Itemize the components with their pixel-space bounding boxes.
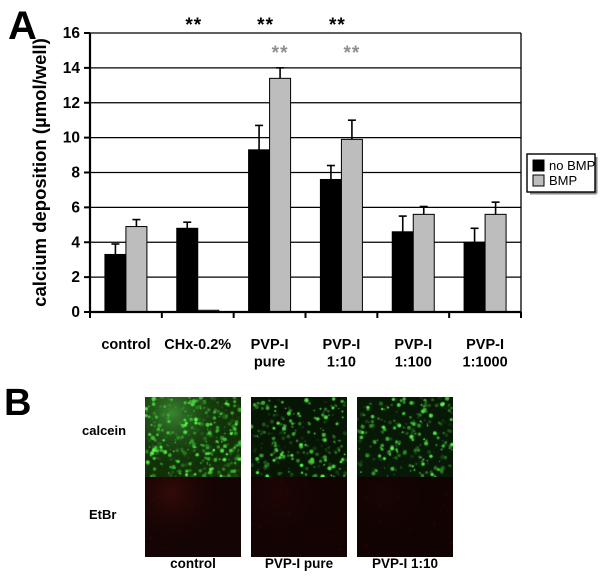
micrograph-label-pvpi-pure: PVP-I pure [264,556,334,571]
svg-text:**: ** [272,43,289,64]
micrograph-label-control: control [170,556,216,571]
micrograph-etbr-pvpi-110 [357,477,453,557]
micrograph-calcein-pvpi-pure [251,397,347,477]
svg-text:no BMP: no BMP [549,158,595,173]
svg-text:12: 12 [63,95,80,112]
svg-text:14: 14 [63,60,81,77]
svg-text:calcium deposition (µmol/well): calcium deposition (µmol/well) [29,38,50,307]
svg-text:6: 6 [71,199,80,216]
svg-text:control: control [101,337,150,353]
micrograph-column-pvpi-110 [357,397,453,557]
svg-text:pure: pure [254,355,285,371]
svg-text:BMP: BMP [549,173,577,188]
svg-text:**: ** [344,43,361,64]
micrograph-column-pvpi-pure [251,397,347,557]
svg-text:PVP-I: PVP-I [251,337,289,353]
svg-text:PVP-I: PVP-I [466,337,504,353]
svg-text:1:10: 1:10 [327,355,356,371]
svg-text:**: ** [257,15,274,36]
svg-text:8: 8 [71,165,80,182]
panel-a-label: A [8,4,37,48]
etbr-row-label: EtBr [89,507,117,522]
svg-text:10: 10 [63,130,80,147]
svg-text:CHx-0.2%: CHx-0.2% [164,337,231,353]
svg-text:4: 4 [71,234,80,251]
svg-text:PVP-I: PVP-I [394,337,432,353]
micrograph-etbr-control [145,477,241,557]
micrograph-etbr-pvpi-pure [251,477,347,557]
svg-text:1:100: 1:100 [395,355,432,371]
micrograph-column-control [145,397,241,557]
svg-text:**: ** [329,15,346,36]
calcium-deposition-bar-chart: 0 2 4 6 8 10 12 14 16 calcium deposition (µmol/we… [29,15,598,371]
svg-text:**: ** [185,15,202,36]
panel-b-label: B [4,382,32,424]
svg-text:16: 16 [63,25,81,42]
svg-text:2: 2 [71,269,80,286]
micrograph-label-pvpi-110: PVP-I 1:10 [371,556,439,571]
svg-text:0: 0 [71,304,80,321]
calcein-row-label: calcein [82,423,127,438]
svg-text:1:1000: 1:1000 [463,355,508,371]
svg-text:PVP-I: PVP-I [322,337,360,353]
micrograph-calcein-control [145,397,241,477]
micrograph-calcein-pvpi-110 [357,397,453,477]
